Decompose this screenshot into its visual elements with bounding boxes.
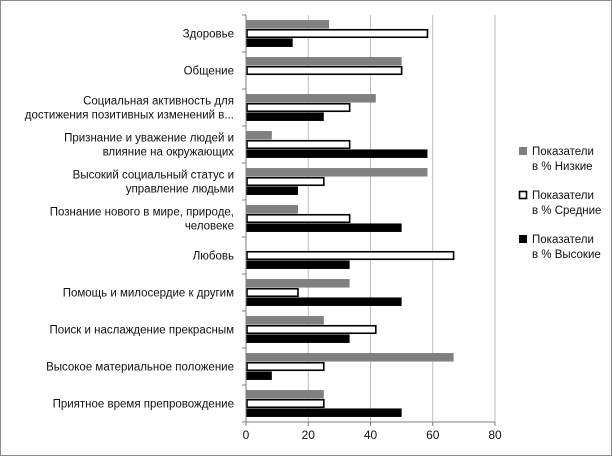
legend-swatch — [518, 190, 528, 200]
legend-label: в % Средние — [532, 205, 601, 217]
bar — [246, 334, 350, 343]
legend-label: Показатели — [532, 234, 594, 246]
bar — [246, 371, 272, 380]
bar — [246, 408, 402, 417]
bar — [246, 20, 330, 29]
x-tick-label: 40 — [364, 428, 378, 442]
x-tick-label: 20 — [302, 428, 316, 442]
x-tick-labels: 0 20 40 60 80 — [243, 428, 502, 442]
category-label: человеке — [185, 221, 234, 233]
category-label: Общение — [184, 66, 234, 78]
bar — [246, 279, 350, 288]
category-label: Высокий социальный статус и — [73, 170, 234, 182]
category-label: достижения позитивных изменений в... — [25, 110, 234, 122]
bar — [246, 131, 272, 140]
legend-label: в % Высокие — [532, 249, 601, 261]
bar — [246, 361, 325, 372]
bar — [246, 287, 299, 298]
category-label: Высокое материальное положение — [46, 362, 234, 374]
bar — [246, 176, 325, 187]
bar — [246, 168, 428, 177]
x-tick-label: 80 — [488, 428, 502, 442]
category-label: Приятное время препровождение — [53, 399, 234, 411]
category-label: Любовь — [193, 251, 234, 263]
legend-label: Показатели — [532, 190, 594, 202]
legend-swatch — [519, 235, 527, 243]
bar — [246, 223, 402, 232]
category-label: управление людьми — [126, 184, 234, 196]
category-label: Здоровье — [183, 29, 234, 41]
x-tick-label: 0 — [243, 428, 250, 442]
axes — [242, 14, 496, 426]
bars — [246, 20, 455, 417]
bar — [246, 297, 402, 306]
legend-swatch — [519, 147, 527, 155]
bar — [246, 390, 324, 399]
bar — [246, 94, 376, 103]
category-label: Признание и уважение людей и — [64, 133, 234, 145]
category-label: влияние на окружающих — [103, 147, 235, 159]
bar — [246, 149, 428, 158]
bar — [246, 205, 298, 214]
bar — [246, 324, 377, 335]
bar — [246, 102, 351, 113]
bar — [246, 353, 454, 362]
bar — [246, 186, 298, 195]
category-label: Поиск и наслаждение прекрасным — [49, 325, 234, 337]
bar — [246, 112, 324, 121]
legend-label: в % Низкие — [532, 161, 593, 173]
bar — [246, 38, 293, 47]
bar — [246, 65, 403, 76]
bar — [246, 213, 351, 224]
bar — [246, 398, 325, 409]
bar — [246, 57, 402, 66]
category-labels: Здоровье Общение Социальная активность для… — [25, 29, 234, 411]
bar — [246, 250, 455, 261]
bar — [246, 28, 429, 39]
x-tick-label: 60 — [426, 428, 440, 442]
category-label: Познание нового в мире, природе, — [50, 207, 234, 219]
category-label: Помощь и милосердие к другим — [63, 288, 234, 300]
bar — [246, 316, 324, 325]
bar — [246, 139, 351, 150]
legend-label: Показатели — [532, 146, 594, 158]
bar — [246, 260, 350, 269]
category-label: Социальная активность для — [83, 96, 234, 108]
legend: Показатели в % Низкие Показатели в % Средни… — [518, 146, 601, 261]
